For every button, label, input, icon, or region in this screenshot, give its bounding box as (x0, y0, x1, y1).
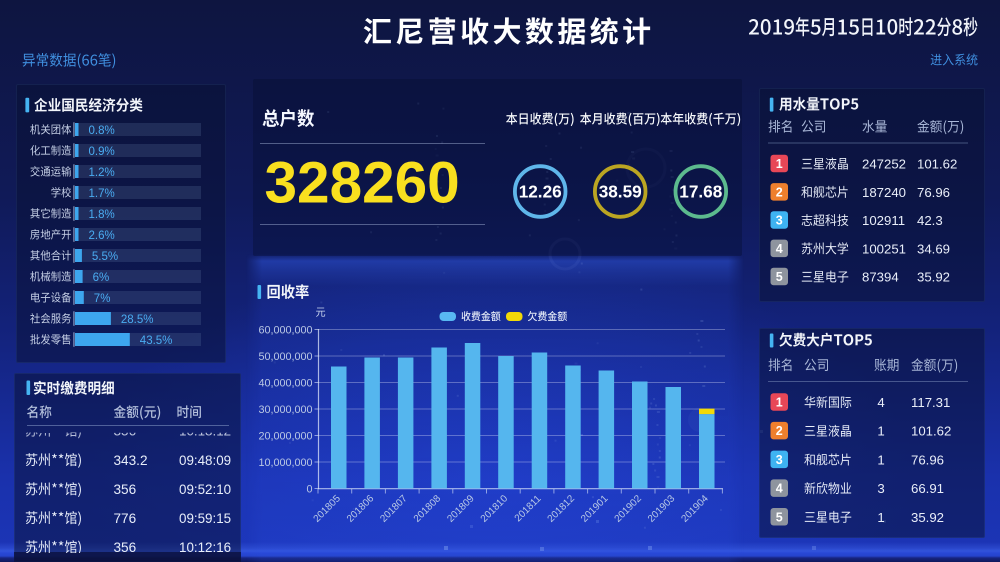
svg-text:66.91: 66.91 (911, 481, 944, 496)
svg-text:201904: 201904 (679, 493, 711, 525)
svg-text:101.62: 101.62 (911, 424, 951, 439)
svg-text:38.59: 38.59 (599, 182, 642, 202)
svg-text:201807: 201807 (378, 493, 410, 525)
svg-text:1: 1 (776, 157, 783, 171)
svg-text:1: 1 (877, 510, 884, 525)
svg-text:09:52:10: 09:52:10 (179, 482, 231, 497)
svg-text:201902: 201902 (613, 493, 645, 525)
svg-text:3: 3 (877, 481, 884, 496)
svg-text:117.31: 117.31 (911, 395, 950, 410)
svg-text:4: 4 (776, 242, 783, 256)
svg-text:102911: 102911 (862, 213, 905, 228)
svg-text:87394: 87394 (862, 270, 899, 285)
svg-text:356: 356 (114, 424, 137, 439)
svg-text:10:18:12: 10:18:12 (179, 424, 231, 439)
svg-text:2: 2 (776, 185, 783, 199)
svg-text:60,000,000: 60,000,000 (258, 324, 312, 336)
svg-text:1.7%: 1.7% (89, 188, 115, 200)
svg-text:328260: 328260 (265, 151, 460, 216)
svg-text:43.5%: 43.5% (140, 335, 173, 347)
svg-text:4: 4 (877, 395, 884, 410)
svg-text:0.9%: 0.9% (89, 146, 115, 158)
svg-text:776: 776 (114, 511, 137, 526)
svg-text:09:48:09: 09:48:09 (179, 453, 231, 468)
svg-text:1: 1 (877, 452, 884, 467)
svg-text:17.68: 17.68 (679, 182, 722, 202)
svg-text:34.69: 34.69 (917, 241, 950, 256)
svg-text:0.8%: 0.8% (89, 125, 115, 137)
svg-text:35.92: 35.92 (911, 510, 944, 525)
svg-text:50,000,000: 50,000,000 (258, 351, 312, 363)
svg-text:201812: 201812 (546, 493, 578, 525)
svg-text:30,000,000: 30,000,000 (258, 404, 312, 416)
svg-text:201901: 201901 (579, 493, 611, 525)
svg-text:1: 1 (776, 396, 783, 410)
svg-text:7%: 7% (94, 293, 111, 305)
svg-text:4: 4 (776, 482, 783, 496)
svg-text:76.96: 76.96 (911, 452, 944, 467)
svg-text:09:59:15: 09:59:15 (179, 511, 231, 526)
svg-text:1: 1 (877, 424, 884, 439)
svg-text:1.8%: 1.8% (89, 209, 115, 221)
svg-text:10:12:16: 10:12:16 (179, 540, 231, 555)
svg-text:201806: 201806 (345, 493, 377, 525)
svg-text:187240: 187240 (862, 185, 906, 200)
svg-text:6%: 6% (93, 272, 110, 284)
svg-text:100251: 100251 (862, 241, 906, 256)
svg-text:28.5%: 28.5% (121, 314, 154, 326)
svg-text:0: 0 (306, 483, 312, 495)
svg-text:201805: 201805 (312, 493, 344, 525)
svg-text:201809: 201809 (445, 493, 477, 525)
svg-text:12.26: 12.26 (519, 182, 562, 202)
svg-text:201811: 201811 (513, 493, 544, 524)
svg-text:343.2: 343.2 (114, 453, 148, 468)
svg-text:1.2%: 1.2% (89, 167, 115, 179)
svg-text:101.62: 101.62 (917, 157, 957, 172)
svg-text:10,000,000: 10,000,000 (258, 457, 312, 469)
svg-text:3: 3 (776, 453, 783, 467)
svg-text:3: 3 (776, 214, 783, 228)
svg-text:20,000,000: 20,000,000 (258, 430, 312, 442)
svg-text:201810: 201810 (479, 493, 511, 525)
svg-text:2: 2 (776, 424, 783, 438)
svg-text:5: 5 (776, 510, 783, 524)
svg-text:247252: 247252 (862, 157, 906, 172)
svg-text:5.5%: 5.5% (92, 251, 118, 263)
svg-text:35.92: 35.92 (917, 270, 950, 285)
svg-text:76.96: 76.96 (917, 185, 950, 200)
svg-text:356: 356 (114, 482, 137, 497)
svg-text:201903: 201903 (646, 493, 678, 525)
svg-text:201808: 201808 (412, 493, 444, 525)
svg-text:40,000,000: 40,000,000 (258, 377, 312, 389)
svg-text:356: 356 (114, 540, 137, 555)
svg-text:42.3: 42.3 (917, 213, 943, 228)
svg-text:2.6%: 2.6% (89, 230, 115, 242)
svg-text:5: 5 (776, 270, 783, 284)
